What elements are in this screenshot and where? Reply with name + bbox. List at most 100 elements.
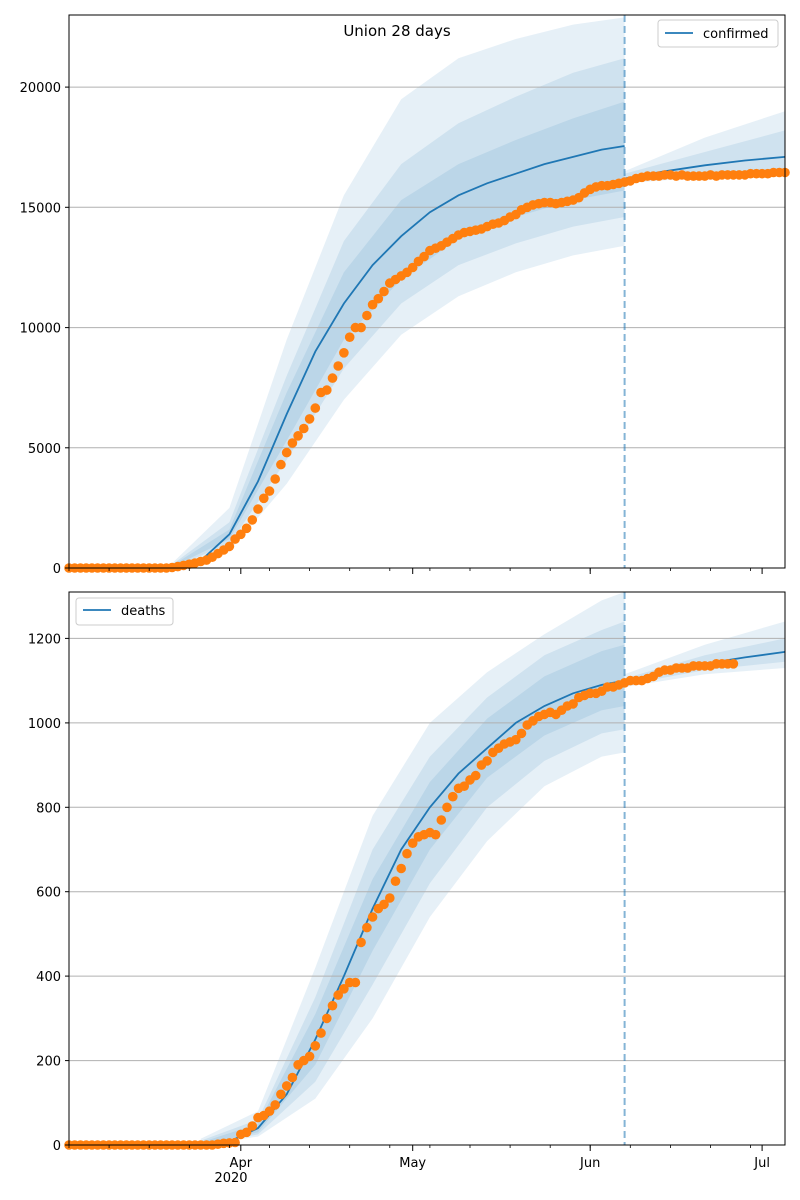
y-tick-label: 10000 xyxy=(20,322,61,337)
y-tick-label: 0 xyxy=(53,562,61,577)
x-tick-label: Apr xyxy=(230,1156,253,1171)
observed-point xyxy=(356,937,366,948)
observed-point xyxy=(327,373,338,383)
legend-label-deaths: deaths xyxy=(121,604,166,619)
observed-point xyxy=(436,815,447,825)
observed-point xyxy=(247,1121,258,1131)
chart-title: Union 28 days xyxy=(343,22,451,40)
fit-band-1 xyxy=(200,621,625,1145)
observed-point xyxy=(379,899,389,910)
observed-point xyxy=(362,310,372,321)
plot-frame xyxy=(68,591,786,1146)
deaths-panel: 0 200 400 600 800 1000 1200 Apr May Jun Jul deaths… xyxy=(28,591,786,1186)
observed-point xyxy=(568,699,578,709)
y-tick-label: 0 xyxy=(53,1139,61,1154)
observed-point xyxy=(379,286,389,297)
observed-point xyxy=(322,1013,332,1024)
observed-point xyxy=(287,1072,298,1083)
observed-point xyxy=(459,781,470,791)
observed-point xyxy=(287,438,298,448)
observed-point xyxy=(230,1137,240,1148)
y-tick-label: 800 xyxy=(36,801,61,816)
observed-point xyxy=(407,262,418,273)
observed-point xyxy=(270,1100,281,1110)
observed-point xyxy=(322,385,332,395)
legend-label-confirmed: confirmed xyxy=(703,27,769,42)
fit-band-1 xyxy=(172,58,625,568)
observed-point xyxy=(407,838,418,848)
observed-point xyxy=(293,431,303,441)
observed-point xyxy=(385,893,395,903)
observed-point xyxy=(390,876,401,886)
y-tick-label: 15000 xyxy=(20,201,61,216)
observed-point xyxy=(448,791,458,802)
y-tick-label: 400 xyxy=(36,970,61,985)
observed-point xyxy=(270,474,281,484)
observed-point xyxy=(264,486,275,496)
observed-point xyxy=(247,515,258,525)
observed-point xyxy=(402,848,412,859)
legend-box xyxy=(75,597,174,626)
x-tick-label: Jul xyxy=(753,1156,770,1171)
observed-point xyxy=(241,523,252,534)
confirmed-legend: confirmed xyxy=(657,19,779,48)
observed-point xyxy=(367,299,378,310)
observed-point xyxy=(516,728,527,739)
observed-point xyxy=(304,1051,315,1062)
y-tick-label: 200 xyxy=(36,1055,61,1070)
observed-point xyxy=(327,1000,338,1011)
observed-point xyxy=(236,529,246,540)
observed-point xyxy=(276,1089,286,1100)
observed-point xyxy=(430,829,441,840)
observed-point xyxy=(310,403,321,413)
observed-point xyxy=(470,770,481,781)
legend-box xyxy=(657,19,779,48)
observed-point xyxy=(264,1106,275,1116)
confirmed-gridlines xyxy=(69,86,785,449)
observed-point xyxy=(511,734,521,745)
observed-point xyxy=(259,493,269,504)
observed-point xyxy=(339,984,349,994)
fit-line xyxy=(68,145,625,569)
forecast-band-0 xyxy=(624,111,785,184)
observed-point xyxy=(442,802,452,813)
observed-point xyxy=(367,912,378,922)
observed-point xyxy=(356,322,366,333)
y-tick-label: 600 xyxy=(36,886,61,901)
deaths-legend: deaths xyxy=(75,597,174,626)
observed-point xyxy=(333,990,344,1000)
forecast-band-1 xyxy=(624,130,785,183)
observed-point xyxy=(333,361,344,371)
observed-point xyxy=(362,922,372,933)
observed-point xyxy=(350,977,361,988)
x-tick-label: Jun xyxy=(579,1156,600,1171)
observed-point xyxy=(276,459,286,470)
observed-point xyxy=(373,293,384,304)
deaths-axes: 0 200 400 600 800 1000 1200 Apr May Jun Jul xyxy=(28,591,786,1171)
confirmed-axes: 0 5000 10000 15000 20000 xyxy=(20,14,786,577)
observed-point xyxy=(316,1028,326,1038)
deaths-observed-points xyxy=(64,659,739,1150)
observed-point xyxy=(281,1081,292,1091)
x-tick-label: May xyxy=(399,1156,426,1171)
y-tick-label: 1000 xyxy=(28,717,61,732)
observed-point xyxy=(728,659,739,669)
observed-point xyxy=(299,423,309,434)
observed-point xyxy=(344,332,355,343)
observed-point xyxy=(241,1127,252,1138)
observed-point xyxy=(339,348,349,358)
fit-band-0 xyxy=(172,17,625,568)
observed-point xyxy=(281,447,292,458)
observed-point xyxy=(396,863,407,874)
observed-point xyxy=(310,1041,321,1051)
y-tick-label: 20000 xyxy=(20,81,61,96)
observed-point xyxy=(419,251,429,262)
x-year-label: 2020 xyxy=(214,1171,247,1186)
y-tick-label: 1200 xyxy=(28,632,61,647)
observed-point xyxy=(253,504,263,514)
y-tick-label: 5000 xyxy=(28,442,61,457)
confirmed-panel: 0 5000 10000 15000 20000 Union 28 days confi… xyxy=(20,14,790,577)
observed-point xyxy=(304,414,315,424)
deaths-gridlines xyxy=(69,637,785,1062)
